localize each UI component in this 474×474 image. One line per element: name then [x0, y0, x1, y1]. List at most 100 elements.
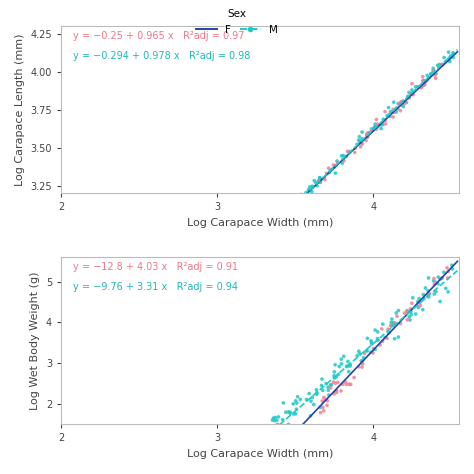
Point: [370, 125, 377, 132]
Point: [436, 298, 444, 305]
Point: [303, 396, 310, 403]
Point: [237, 462, 245, 469]
Point: [361, 350, 368, 357]
Point: [259, 228, 266, 235]
Point: [273, 420, 281, 428]
Point: [343, 363, 350, 370]
Point: [364, 133, 372, 141]
Point: [313, 389, 321, 396]
Point: [391, 319, 399, 327]
Point: [380, 116, 387, 123]
Point: [383, 112, 391, 119]
Point: [252, 453, 259, 460]
Point: [274, 218, 282, 225]
Point: [432, 278, 439, 286]
Point: [389, 106, 397, 113]
Point: [342, 381, 350, 388]
Point: [238, 456, 246, 463]
Point: [300, 192, 308, 200]
Point: [290, 400, 297, 408]
Point: [249, 441, 257, 449]
Point: [240, 453, 248, 461]
Point: [408, 300, 416, 307]
Point: [317, 179, 324, 186]
Point: [319, 403, 327, 411]
Point: [388, 322, 395, 330]
Point: [351, 145, 359, 152]
Point: [346, 148, 353, 155]
Point: [319, 387, 327, 394]
Point: [415, 299, 423, 306]
Point: [372, 326, 379, 334]
X-axis label: Log Carapace Width (mm): Log Carapace Width (mm): [187, 449, 333, 459]
Point: [364, 130, 371, 137]
Point: [394, 100, 402, 107]
Point: [417, 82, 424, 90]
Point: [355, 347, 363, 355]
Point: [353, 352, 361, 360]
Point: [414, 83, 421, 91]
Point: [386, 113, 393, 120]
Point: [275, 215, 283, 223]
Point: [387, 322, 394, 329]
Point: [324, 383, 332, 391]
Point: [307, 412, 314, 419]
Point: [413, 302, 421, 310]
Point: [332, 169, 339, 177]
Point: [362, 347, 370, 355]
Point: [436, 61, 443, 68]
Point: [334, 159, 341, 166]
Point: [424, 287, 432, 295]
Point: [316, 174, 323, 182]
Point: [417, 84, 425, 91]
Point: [390, 108, 397, 115]
Point: [430, 290, 438, 298]
Point: [329, 161, 337, 169]
Point: [419, 77, 427, 84]
Point: [432, 70, 440, 78]
Point: [316, 177, 323, 184]
Point: [330, 378, 337, 386]
Point: [391, 335, 398, 343]
Point: [414, 298, 421, 306]
Point: [382, 120, 389, 128]
Point: [324, 397, 331, 405]
Point: [387, 108, 394, 116]
Point: [332, 379, 339, 387]
Point: [389, 320, 397, 328]
Point: [293, 400, 301, 407]
Point: [258, 441, 265, 449]
Point: [322, 396, 329, 403]
Point: [424, 292, 432, 300]
Point: [316, 174, 324, 182]
Point: [256, 449, 264, 456]
Point: [394, 333, 402, 341]
Point: [246, 443, 254, 450]
Point: [370, 345, 377, 352]
Point: [314, 178, 322, 186]
Point: [444, 288, 452, 296]
Point: [363, 131, 371, 139]
Point: [392, 309, 400, 317]
Point: [264, 229, 272, 237]
Point: [340, 353, 347, 360]
Point: [399, 101, 407, 109]
Point: [368, 339, 375, 346]
Point: [415, 295, 423, 302]
Point: [308, 188, 316, 195]
Point: [340, 157, 348, 164]
Y-axis label: Log Carapace Length (mm): Log Carapace Length (mm): [15, 34, 25, 186]
Point: [423, 72, 431, 79]
Point: [280, 399, 287, 407]
Point: [317, 177, 324, 184]
Point: [419, 77, 427, 84]
Point: [292, 410, 300, 418]
Point: [238, 465, 246, 472]
Point: [397, 320, 404, 328]
Point: [401, 100, 409, 107]
Point: [357, 357, 365, 365]
Point: [382, 117, 389, 124]
Point: [419, 78, 427, 86]
Point: [410, 91, 417, 99]
Point: [246, 243, 254, 250]
